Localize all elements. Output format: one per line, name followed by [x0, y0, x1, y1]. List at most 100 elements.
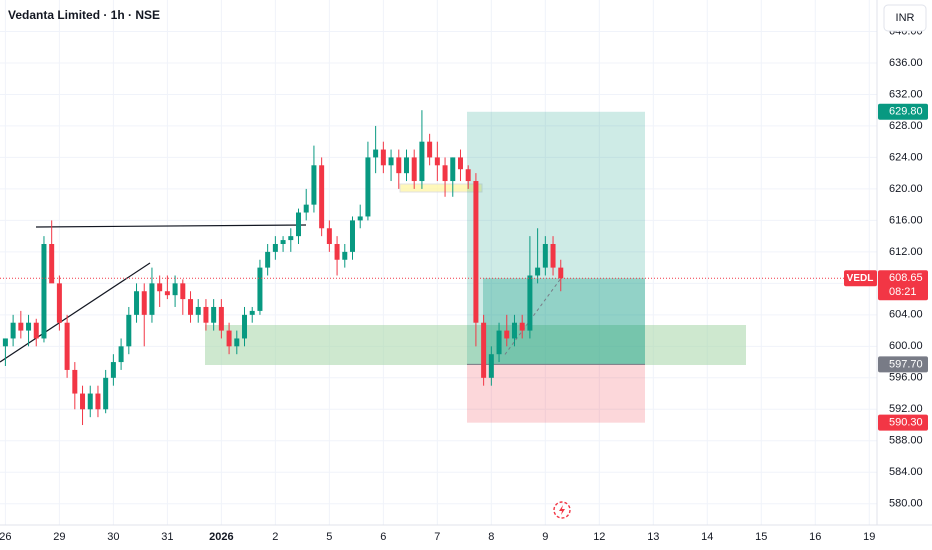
currency-button[interactable]	[883, 4, 927, 32]
y-tick-label: 632.00	[889, 88, 923, 100]
candle-body	[203, 306, 209, 323]
price-badge-label: 629.80	[889, 106, 923, 118]
candle-body	[380, 149, 386, 166]
candle-body	[550, 244, 556, 268]
candle-body	[126, 314, 132, 347]
loss-zone	[467, 364, 645, 423]
candle-body	[473, 181, 479, 323]
candle-body	[450, 157, 456, 182]
candle-body	[218, 306, 224, 331]
y-tick-label: 584.00	[889, 466, 923, 478]
candle-body	[311, 165, 317, 205]
candle-body	[188, 299, 194, 315]
symbol-badge	[844, 270, 877, 287]
y-tick-label: 580.00	[889, 498, 923, 510]
y-tick-label: 636.00	[889, 57, 923, 69]
candle-body	[419, 141, 425, 182]
candle-body	[2, 338, 8, 347]
candle-body	[56, 283, 62, 323]
candle-body	[180, 283, 186, 300]
candle-body	[134, 291, 140, 315]
long-position	[467, 111, 645, 423]
candle-body	[280, 240, 286, 245]
x-tick-label: 2	[272, 531, 278, 543]
candle-body	[349, 220, 355, 252]
grid	[0, 0, 877, 525]
candle-body	[80, 393, 86, 410]
icon-bolt[interactable]	[559, 505, 565, 515]
x-tick-label: 14	[701, 531, 713, 543]
x-tick-label: 9	[542, 531, 548, 543]
candle-body	[319, 165, 325, 229]
open-profit	[483, 278, 645, 365]
candle-body	[434, 157, 440, 166]
candle-body	[303, 204, 309, 213]
x-tick-label: 31	[161, 531, 173, 543]
candle-body	[411, 157, 417, 182]
candle-body	[288, 236, 294, 241]
x-tick-label: 26	[0, 531, 12, 543]
candle-body	[226, 330, 232, 347]
candle-body	[511, 322, 517, 339]
candle-body	[542, 244, 548, 268]
x-tick-label: 7	[434, 531, 440, 543]
y-tick-label: 604.00	[889, 309, 923, 321]
candle-body	[373, 149, 379, 158]
trade-line	[504, 277, 562, 355]
candle-body	[234, 338, 240, 347]
candle-body	[242, 314, 248, 339]
candle-body	[535, 267, 541, 276]
candle-body	[95, 393, 101, 410]
candle-body	[64, 322, 70, 370]
candle-body	[49, 244, 55, 284]
candle-body	[249, 310, 255, 315]
x-tick-label: 12	[593, 531, 605, 543]
profit-zone	[467, 111, 645, 365]
icon-ring[interactable]	[553, 501, 571, 519]
candle-body	[87, 393, 93, 410]
countdown-label: 08:21	[889, 286, 917, 298]
candle-body	[427, 141, 433, 158]
candle-body	[41, 244, 47, 339]
trend-line	[0, 262, 151, 363]
currency[interactable]: INR	[896, 12, 915, 24]
candle-body	[33, 322, 39, 339]
candle-body	[110, 362, 116, 378]
candle-body	[481, 322, 487, 378]
candle-body	[141, 291, 147, 315]
candle-body	[504, 330, 510, 339]
candle-body	[488, 354, 494, 378]
candle-body	[18, 322, 24, 331]
candle-body	[388, 157, 394, 166]
y-tick-label: 628.00	[889, 120, 923, 132]
y-tick-label: 592.00	[889, 403, 923, 415]
y-tick-label: 612.00	[889, 246, 923, 258]
last-price-label: 608.65	[889, 272, 923, 284]
x-tick-label: 29	[53, 531, 65, 543]
candle-body	[103, 377, 109, 410]
price-badge	[878, 356, 928, 373]
x-tick-label: 16	[809, 531, 821, 543]
price-badge	[878, 414, 928, 431]
candle-body	[357, 216, 363, 221]
replay-icon[interactable]	[553, 501, 571, 519]
x-tick-label: 13	[647, 531, 659, 543]
x-tick-label: 8	[488, 531, 494, 543]
y-tick-label: 616.00	[889, 214, 923, 226]
x-tick-label: 30	[107, 531, 119, 543]
x-tick-label: 5	[326, 531, 332, 543]
candle-body	[211, 306, 217, 323]
candle-body	[442, 165, 448, 182]
candle-body	[272, 244, 278, 252]
candle-body	[257, 267, 263, 311]
x-tick-label: 6	[380, 531, 386, 543]
price-badge-label: 597.70	[889, 358, 923, 370]
candle-body	[72, 369, 78, 394]
y-tick-label: 596.00	[889, 372, 923, 384]
candle-body	[296, 212, 302, 237]
candle-body	[496, 330, 502, 355]
candle-body	[403, 157, 409, 174]
candle-body	[519, 322, 525, 331]
